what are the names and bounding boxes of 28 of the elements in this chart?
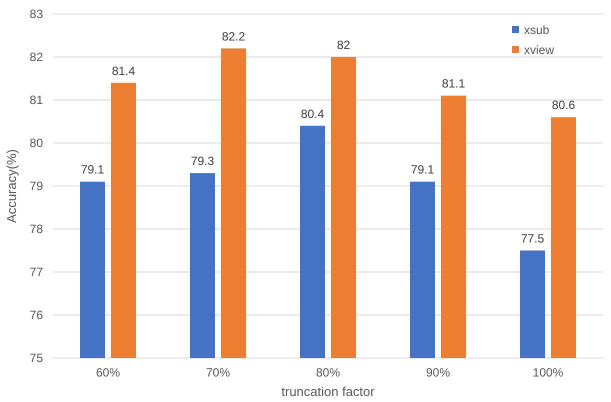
data-label: 82.2 [222, 29, 246, 44]
legend-label: xsub [524, 23, 550, 37]
data-label: 79.3 [190, 154, 214, 168]
x-tick-label: 60% [96, 366, 120, 380]
x-tick-label: 90% [426, 366, 450, 380]
y-tick-label: 79 [30, 178, 44, 193]
y-tick-label: 80 [30, 136, 44, 150]
data-label: 77.5 [520, 232, 544, 246]
data-label: 82 [336, 38, 350, 52]
y-tick-label: 81 [30, 92, 44, 107]
x-tick-label: 70% [206, 366, 230, 380]
data-label: 81.1 [442, 76, 466, 91]
y-tick-label: 82 [30, 50, 44, 64]
data-label: 80.6 [552, 98, 576, 112]
data-label: 81.4 [112, 64, 136, 78]
legend-label: xview [524, 43, 554, 57]
data-label: 79.1 [80, 162, 104, 177]
y-tick-label: 83 [30, 6, 44, 21]
x-tick-label: 100% [532, 366, 564, 380]
x-tick-label: 80% [316, 366, 340, 380]
data-label: 80.4 [300, 106, 324, 121]
y-tick-label: 75 [30, 350, 44, 365]
x-axis-title: truncation factor [281, 384, 376, 399]
y-tick-label: 76 [30, 308, 44, 322]
y-tick-label: 78 [30, 222, 44, 236]
data-label: 79.1 [410, 162, 434, 177]
y-tick-label: 77 [30, 264, 44, 279]
y-axis-title: Accuracy(%) [4, 149, 19, 223]
